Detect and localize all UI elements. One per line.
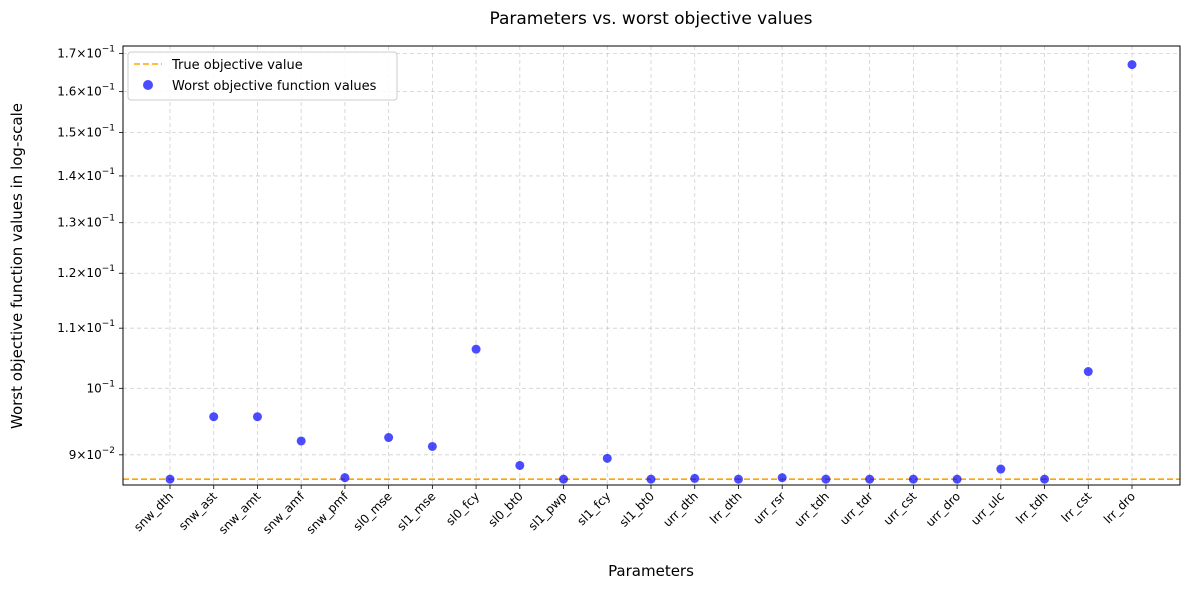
y-tick-label: 1.4×10−1 (57, 167, 115, 183)
data-point (1127, 60, 1137, 70)
data-point (646, 474, 656, 484)
x-tick-label: urr_tdr (837, 489, 876, 528)
x-tick-label: lrr_cst (1059, 489, 1095, 525)
x-tick-label: urr_ulc (968, 489, 1007, 528)
data-point (1040, 474, 1050, 484)
data-point (602, 453, 612, 463)
x-tick-label: urr_rsr (751, 489, 789, 527)
data-point (209, 412, 219, 422)
legend-label-worst: Worst objective function values (172, 79, 377, 94)
x-tick-label: sl0_bt0 (486, 489, 526, 529)
y-tick-label: 10−1 (86, 379, 115, 395)
data-point (252, 412, 262, 422)
data-point (865, 474, 875, 484)
chart-title: Parameters vs. worst objective values (490, 9, 813, 29)
data-point (690, 473, 700, 483)
data-point (384, 433, 394, 443)
y-tick-label: 1.6×10−1 (57, 83, 115, 99)
data-point (733, 474, 743, 484)
x-tick-label: snw_amt (216, 489, 264, 537)
data-point (952, 474, 962, 484)
x-tick-label: sl0_fcy (443, 489, 482, 528)
x-tick-label: sl0_mse (351, 489, 395, 533)
x-tick-label: urr_cst (881, 489, 920, 528)
data-point (821, 474, 831, 484)
data-point (996, 464, 1006, 474)
x-tick-label: urr_dth (660, 489, 700, 529)
data-points (165, 60, 1137, 484)
x-tick-label: sl1_fcy (574, 489, 613, 528)
data-point (559, 474, 569, 484)
legend-label-true: True objective value (171, 58, 303, 73)
x-tick-label: sl1_bt0 (617, 489, 657, 529)
x-tick-label: snw_amf (260, 489, 308, 537)
plot-frame (122, 45, 1181, 486)
y-axis-label: Worst objective function values in log-s… (8, 103, 26, 429)
x-axis-label: Parameters (608, 562, 694, 580)
x-tick-label: urr_dro (923, 489, 963, 529)
data-point (777, 473, 787, 483)
data-point (296, 436, 306, 446)
y-tick-label: 1.2×10−1 (57, 264, 115, 280)
data-point (471, 344, 481, 354)
legend: True objective value Worst objective fun… (127, 51, 398, 101)
y-tick-label: 9×10−2 (69, 446, 115, 462)
x-tick-label: lrr_dth (707, 489, 744, 526)
y-tick-label: 1.7×10−1 (57, 44, 115, 60)
y-tick-label: 1.3×10−1 (57, 214, 115, 230)
legend-marker-swatch (143, 80, 153, 90)
y-tick-label: 1.5×10−1 (57, 123, 115, 139)
x-tick-label: snw_dth (131, 489, 176, 534)
data-point (165, 474, 175, 484)
x-tick-label: snw_pmf (304, 489, 352, 537)
x-tick-label: lrr_dro (1101, 489, 1138, 526)
x-tick-label: sl1_mse (394, 489, 438, 533)
y-axis-ticks: 9×10−2 10−1 1.1×10−1 1.2×10−1 1.3×10−1 1.4×10… (57, 44, 123, 462)
legend-box (127, 51, 398, 101)
grid (123, 46, 1180, 485)
x-tick-label: lrr_tdh (1013, 489, 1050, 526)
x-tick-label: snw_ast (176, 489, 220, 533)
data-point (1083, 367, 1093, 377)
data-point (427, 441, 437, 451)
x-tick-label: urr_tdh (792, 489, 832, 529)
y-tick-label: 1.1×10−1 (57, 319, 115, 335)
data-point (515, 460, 525, 470)
data-point (340, 473, 350, 483)
data-point (908, 474, 918, 484)
x-tick-label: sl1_pwp (526, 489, 570, 533)
